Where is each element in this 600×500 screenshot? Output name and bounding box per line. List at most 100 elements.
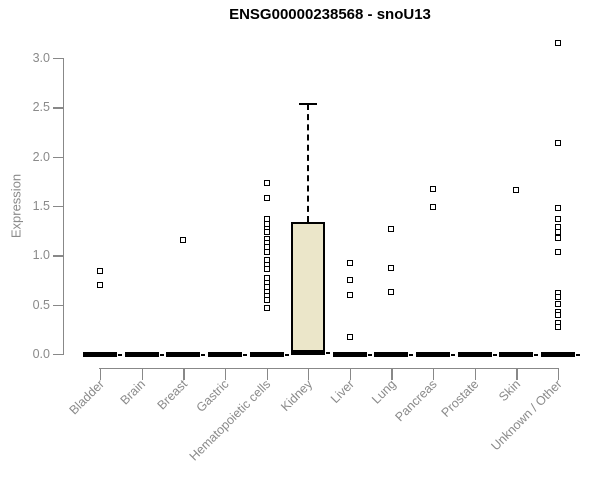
- x-tick-label: Brain: [118, 377, 149, 408]
- y-tick-label: 0.5: [32, 297, 50, 312]
- outlier-point: [346, 276, 353, 283]
- median-bar: [499, 352, 534, 357]
- y-tick-label: 1.5: [32, 198, 50, 213]
- boxplot-box: [291, 221, 326, 354]
- x-axis-tick: [433, 368, 435, 380]
- y-axis-tick: [53, 107, 63, 109]
- outlier-point: [554, 300, 561, 307]
- y-tick-label: 2.0: [32, 149, 50, 164]
- y-axis-tick: [53, 255, 63, 257]
- median-nub: [575, 353, 580, 356]
- outlier-point: [263, 195, 270, 202]
- outlier-point: [554, 40, 561, 47]
- y-axis-tick: [53, 205, 63, 208]
- median-bar: [124, 352, 159, 357]
- median-bar: [540, 352, 575, 357]
- outlier-point: [97, 268, 103, 275]
- outlier-point: [554, 139, 561, 146]
- median-bar: [291, 350, 326, 356]
- outlier-point: [513, 187, 520, 194]
- x-axis-tick: [100, 368, 102, 380]
- x-axis-tick: [141, 368, 143, 380]
- x-axis-tick: [349, 368, 352, 380]
- outlier-point: [97, 281, 103, 288]
- outlier-point: [346, 334, 353, 341]
- y-axis-tick: [53, 304, 63, 306]
- x-tick-label: Liver: [327, 377, 357, 407]
- median-nub: [451, 353, 456, 356]
- outlier-point: [554, 234, 561, 241]
- median-bar: [374, 352, 409, 357]
- outlier-point: [554, 249, 561, 256]
- whisker-line: [307, 104, 310, 222]
- x-axis-tick: [183, 368, 185, 380]
- outlier-point: [388, 288, 395, 295]
- outlier-point: [263, 266, 270, 273]
- median-nub: [534, 353, 539, 356]
- median-nub: [242, 353, 247, 356]
- outlier-point: [554, 324, 561, 331]
- median-nub: [367, 353, 372, 356]
- median-bar: [249, 352, 284, 357]
- x-tick-label: Prostate: [438, 377, 482, 420]
- median-bar: [166, 352, 201, 357]
- median-nub: [118, 353, 122, 356]
- y-tick-label: 2.5: [32, 100, 50, 115]
- outlier-point: [554, 204, 561, 211]
- y-axis-line: [63, 57, 65, 355]
- x-tick-label: Gastric: [193, 377, 232, 415]
- outlier-point: [554, 311, 561, 318]
- outlier-point: [554, 293, 561, 300]
- x-axis-tick: [308, 368, 310, 380]
- x-tick-label: Lung: [368, 377, 399, 407]
- median-nub: [326, 351, 331, 354]
- outlier-point: [554, 215, 561, 222]
- y-axis-tick: [53, 156, 63, 158]
- median-nub: [284, 353, 289, 356]
- y-tick-label: 3.0: [32, 50, 50, 65]
- outlier-point: [554, 228, 561, 235]
- outlier-point: [263, 296, 270, 303]
- y-tick-label: 1.0: [32, 248, 50, 263]
- x-axis-tick: [266, 368, 268, 380]
- x-axis-tick: [557, 368, 560, 380]
- x-axis-line: [99, 368, 559, 370]
- median-nub: [492, 353, 497, 356]
- median-bar: [416, 352, 451, 357]
- outlier-point: [346, 260, 353, 267]
- median-nub: [159, 353, 164, 356]
- median-bar: [83, 352, 117, 357]
- x-axis-tick: [391, 368, 393, 380]
- outlier-point: [388, 265, 395, 272]
- outlier-point: [346, 291, 353, 298]
- outlier-point: [430, 203, 437, 210]
- y-axis-tick: [53, 354, 63, 356]
- outlier-point: [263, 249, 270, 256]
- outlier-point: [388, 225, 395, 232]
- median-bar: [207, 352, 242, 357]
- x-tick-label: Skin: [496, 377, 524, 405]
- y-tick-label: 0.0: [32, 347, 50, 361]
- outlier-point: [263, 180, 270, 187]
- outlier-point: [263, 304, 270, 311]
- outlier-point: [180, 236, 187, 243]
- median-nub: [409, 353, 414, 356]
- x-tick-label: Kidney: [278, 377, 316, 414]
- x-axis-tick: [224, 368, 227, 380]
- median-bar: [457, 352, 492, 357]
- x-axis-tick: [474, 368, 477, 380]
- median-bar: [332, 352, 367, 357]
- chart-title: ENSG00000238568 - snoU13: [229, 6, 431, 23]
- x-tick-label: Hematopoietic cells: [186, 377, 274, 464]
- x-tick-label: Bladder: [66, 377, 107, 418]
- whisker-cap: [299, 103, 318, 106]
- y-axis-tick: [53, 57, 63, 60]
- outlier-point: [430, 186, 437, 193]
- x-tick-label: Pancreas: [392, 377, 440, 425]
- median-nub: [201, 353, 206, 356]
- x-axis-tick: [516, 368, 518, 380]
- outlier-point: [263, 228, 270, 235]
- x-tick-label: Breast: [154, 377, 191, 413]
